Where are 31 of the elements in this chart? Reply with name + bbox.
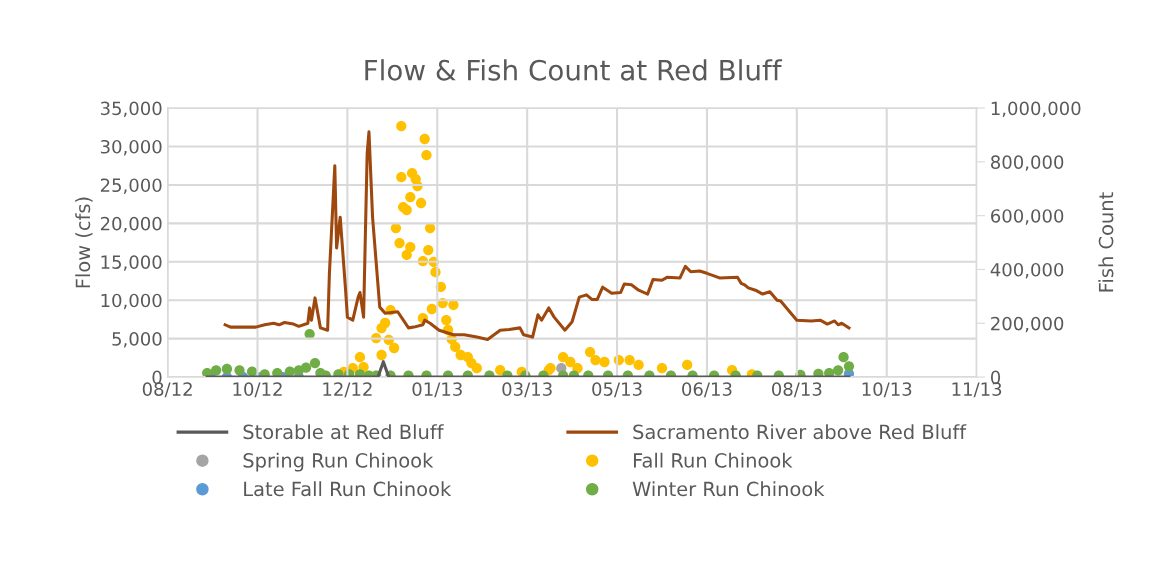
y2-axis-title: Fish Count (1098, 192, 1114, 292)
x-tick-label: 08/13 (772, 382, 822, 398)
y-tick-label: 30,000 (100, 139, 162, 156)
legend-label: Fall Run Chinook (633, 452, 793, 468)
y-tick-label: 25,000 (100, 178, 162, 194)
x-tick-label: 01/13 (412, 382, 462, 398)
y-tick-label: 0 (152, 370, 162, 385)
y-tick-label: 15,000 (101, 255, 162, 271)
legend-label: Winter Run Chinook (632, 481, 825, 497)
x-tick-label: 10/12 (233, 382, 282, 398)
legend-label: Storable at Red Bluff (243, 424, 444, 440)
y-tick-label: 20,000 (100, 216, 162, 233)
y-axis-title: Flow (cfs) (75, 197, 93, 288)
y2-tick-label: 600,000 (991, 209, 1064, 225)
chart-title: Flow & Fish Count at Red Bluff (365, 59, 783, 81)
y-tick-label: 5,000 (112, 332, 162, 348)
y2-tick-label: 200,000 (991, 316, 1064, 333)
y2-tick-label: 800,000 (991, 155, 1064, 171)
y-tick-label: 10,000 (101, 293, 162, 310)
y-tick-label: 35,000 (100, 101, 162, 118)
x-tick-label: 12/12 (323, 382, 372, 398)
x-tick-label: 10/13 (862, 382, 912, 398)
y2-tick-label: 1,000,000 (991, 101, 1081, 118)
legend-label: Spring Run Chinook (243, 452, 434, 472)
x-tick-label: 05/13 (592, 382, 642, 398)
x-tick-label: 06/13 (682, 382, 732, 398)
legend-label: Late Fall Run Chinook (244, 481, 452, 497)
legend-label: Sacramento River above Red Bluff (633, 424, 967, 440)
x-tick-label: 03/13 (502, 382, 552, 398)
x-tick-label: 08/12 (142, 382, 192, 398)
y2-tick-label: 400,000 (990, 262, 1064, 279)
